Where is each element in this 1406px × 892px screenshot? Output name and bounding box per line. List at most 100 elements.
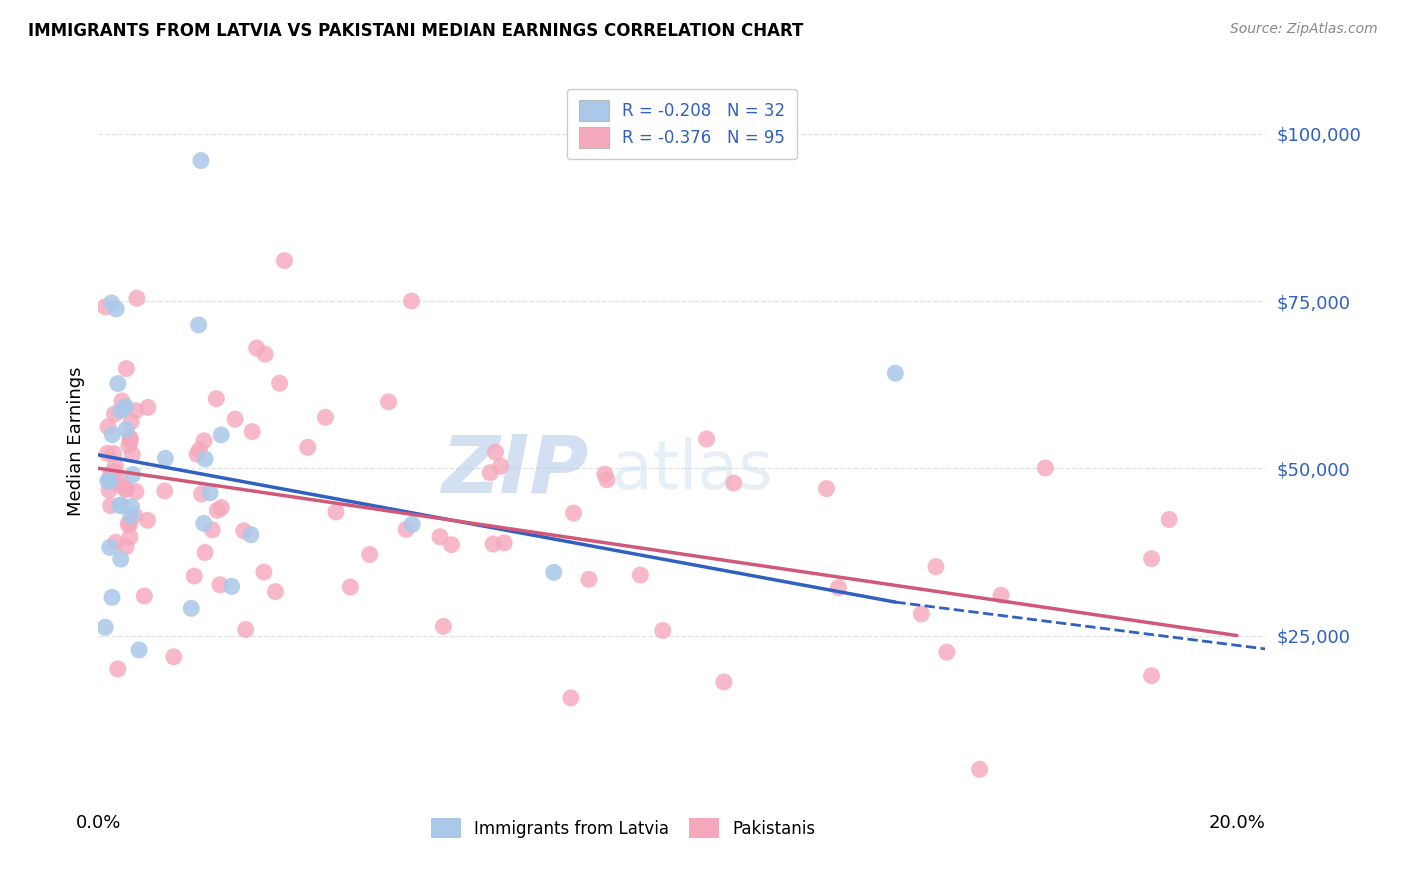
- Point: [120, 500, 142, 514]
- Point: [110, 498, 132, 512]
- Point: [98, 541, 121, 555]
- Point: [104, 407, 127, 421]
- Point: [239, 527, 262, 541]
- Point: [108, 478, 131, 492]
- Point: [562, 506, 585, 520]
- Point: [115, 482, 138, 496]
- Point: [110, 475, 132, 489]
- Point: [134, 589, 156, 603]
- Point: [273, 253, 295, 268]
- Point: [125, 484, 148, 499]
- Point: [107, 376, 129, 391]
- Point: [101, 591, 124, 605]
- Point: [118, 431, 141, 445]
- Point: [560, 690, 582, 705]
- Point: [235, 623, 257, 637]
- Point: [339, 580, 361, 594]
- Point: [117, 516, 139, 531]
- Point: [401, 517, 423, 532]
- Point: [100, 467, 122, 481]
- Point: [253, 565, 276, 579]
- Point: [98, 474, 121, 488]
- Point: [578, 573, 600, 587]
- Point: [96, 446, 118, 460]
- Point: [114, 400, 136, 414]
- Point: [1140, 669, 1163, 683]
- Point: [207, 503, 229, 517]
- Point: [97, 419, 120, 434]
- Point: [120, 434, 142, 448]
- Point: [103, 464, 125, 478]
- Point: [479, 466, 502, 480]
- Point: [125, 291, 148, 305]
- Point: [395, 523, 418, 537]
- Point: [194, 545, 217, 559]
- Point: [136, 401, 159, 415]
- Point: [201, 523, 224, 537]
- Point: [120, 415, 142, 429]
- Point: [208, 578, 231, 592]
- Point: [827, 581, 849, 595]
- Text: IMMIGRANTS FROM LATVIA VS PAKISTANI MEDIAN EARNINGS CORRELATION CHART: IMMIGRANTS FROM LATVIA VS PAKISTANI MEDI…: [28, 22, 803, 40]
- Point: [359, 548, 381, 562]
- Point: [100, 499, 122, 513]
- Point: [107, 662, 129, 676]
- Point: [205, 392, 228, 406]
- Point: [193, 516, 215, 531]
- Point: [232, 524, 254, 538]
- Text: ZIP: ZIP: [441, 432, 589, 509]
- Point: [401, 293, 423, 308]
- Point: [494, 536, 516, 550]
- Point: [190, 487, 212, 501]
- Point: [98, 483, 121, 498]
- Point: [297, 440, 319, 454]
- Point: [440, 538, 463, 552]
- Point: [104, 535, 127, 549]
- Point: [432, 619, 454, 633]
- Point: [723, 476, 745, 491]
- Point: [94, 300, 117, 314]
- Point: [190, 153, 212, 168]
- Point: [188, 442, 211, 457]
- Legend: Immigrants from Latvia, Pakistanis: Immigrants from Latvia, Pakistanis: [425, 812, 823, 845]
- Point: [935, 645, 957, 659]
- Point: [100, 296, 122, 310]
- Point: [108, 499, 131, 513]
- Point: [209, 500, 232, 515]
- Point: [118, 530, 141, 544]
- Point: [125, 403, 148, 417]
- Point: [124, 508, 146, 523]
- Point: [155, 451, 177, 466]
- Point: [240, 425, 263, 439]
- Point: [429, 530, 451, 544]
- Point: [118, 517, 141, 532]
- Point: [1035, 461, 1057, 475]
- Point: [593, 467, 616, 481]
- Point: [110, 552, 132, 566]
- Point: [254, 347, 277, 361]
- Point: [136, 513, 159, 527]
- Point: [651, 624, 673, 638]
- Point: [180, 601, 202, 615]
- Point: [105, 301, 128, 316]
- Point: [969, 762, 991, 776]
- Point: [628, 568, 651, 582]
- Point: [104, 458, 127, 473]
- Point: [101, 427, 124, 442]
- Point: [596, 473, 619, 487]
- Point: [925, 559, 948, 574]
- Point: [94, 620, 117, 634]
- Point: [484, 445, 506, 459]
- Point: [489, 459, 512, 474]
- Point: [224, 412, 246, 426]
- Point: [1159, 512, 1181, 526]
- Point: [377, 395, 399, 409]
- Point: [696, 432, 718, 446]
- Point: [115, 540, 138, 554]
- Point: [194, 452, 217, 467]
- Point: [221, 579, 243, 593]
- Point: [246, 341, 269, 355]
- Point: [128, 643, 150, 657]
- Point: [713, 675, 735, 690]
- Point: [98, 472, 121, 486]
